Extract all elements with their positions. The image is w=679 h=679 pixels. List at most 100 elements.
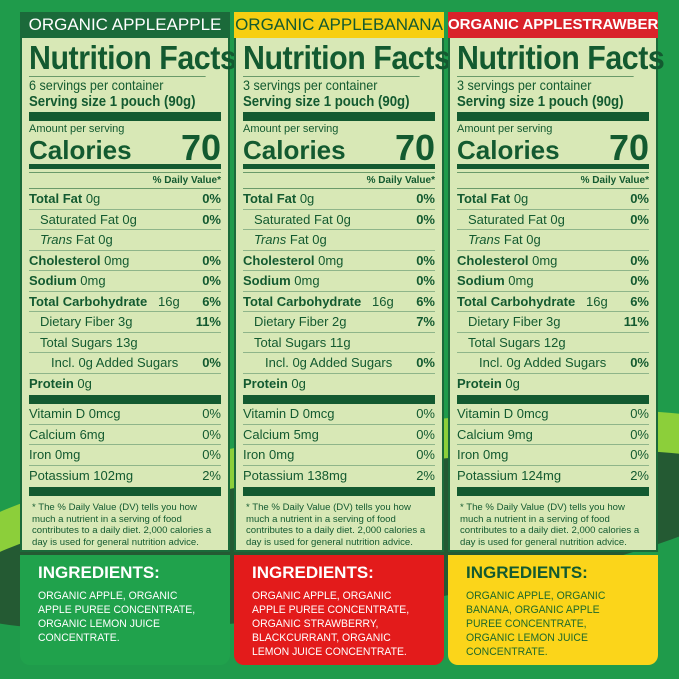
nutrient-amount: Fat 0g <box>72 232 113 247</box>
nutrient-amount: Fat 0g <box>286 232 327 247</box>
vitamin-name: Calcium 6mg <box>29 426 105 442</box>
nutrient-bold: Cholesterol <box>29 252 101 268</box>
vitamin-dv: 0% <box>630 426 649 442</box>
nutrient-name: Trans Fat 0g <box>243 230 327 250</box>
nutrient-amount: Fat 0g <box>500 232 541 247</box>
nutrition-facts-heading: Nutrition Facts <box>243 39 451 77</box>
calories-label: Calories <box>243 135 346 165</box>
nutrient-name: Incl. 0g Added Sugars <box>457 353 606 373</box>
vitamin-row: Calcium 5mg 0% <box>243 425 435 445</box>
nutrient-amount: 0g <box>296 191 315 206</box>
daily-value: 0% <box>416 211 435 227</box>
nutrient-row: Dietary Fiber 3g 11% <box>457 312 649 333</box>
nutrient-name: Cholesterol 0mg <box>243 251 343 271</box>
medium-rule <box>457 164 649 169</box>
nutrient-name: Cholesterol 0mg <box>29 251 129 271</box>
daily-value: 7% <box>416 314 435 329</box>
nutrient-amount: Total Sugars 13g <box>40 334 138 350</box>
daily-value: 0% <box>630 355 649 370</box>
daily-value: 0% <box>630 211 649 227</box>
thick-rule <box>243 112 435 121</box>
nutrient-row: Dietary Fiber 3g 11% <box>29 312 221 333</box>
vitamin-rows: Vitamin D 0mcg 0% Calcium 6mg 0% Iron 0mg 0% P… <box>29 404 221 485</box>
daily-value: 0% <box>416 191 435 206</box>
nutrient-bold: Total Fat <box>457 191 511 206</box>
vitamin-dv: 2% <box>202 467 221 483</box>
nutrient-row: Sodium 0mg 0% <box>29 271 221 292</box>
nutrient-row: Total Carbohydrate 16g 6% <box>29 292 221 312</box>
nutrient-name: Total Carbohydrate 16g <box>457 292 608 312</box>
nutrient-name: Total Sugars 11g <box>243 333 351 353</box>
nutrient-bold: Protein <box>243 375 288 391</box>
nutrient-row: Incl. 0g Added Sugars 0% <box>457 353 649 374</box>
vitamin-row: Iron 0mg 0% <box>243 445 435 466</box>
nutrient-row: Saturated Fat 0g 0% <box>457 210 649 230</box>
footnote: * The % Daily Value (DV) tells you how m… <box>246 502 426 548</box>
ingredients-title: INGREDIENTS: <box>38 563 160 582</box>
footnote: * The % Daily Value (DV) tells you how m… <box>32 502 212 548</box>
nutrient-bold: Total Carbohydrate <box>29 293 148 309</box>
daily-value: 0% <box>416 355 435 370</box>
vitamin-name: Calcium 5mg <box>243 426 319 442</box>
vitamin-name: Potassium 102mg <box>29 467 134 483</box>
nutrient-amount: 0g <box>73 375 92 391</box>
daily-value: 11% <box>623 314 649 329</box>
medium-rule <box>243 164 435 169</box>
ingredients-text: ORGANIC APPLE, ORGANIC APPLE PUREE CONCE… <box>38 590 196 644</box>
ingredients-title: INGREDIENTS: <box>466 563 588 582</box>
nutrient-amount: Saturated Fat 0g <box>40 211 137 227</box>
nutrient-amount: 0mg <box>528 252 558 268</box>
flavor-title: ORGANIC APPLEAPPLE <box>20 12 230 38</box>
daily-value: 0% <box>202 252 221 268</box>
nutrient-name: Dietary Fiber 3g <box>457 312 560 332</box>
nutrient-amount: Total Sugars 11g <box>254 334 351 350</box>
vitamin-row: Iron 0mg 0% <box>29 445 221 466</box>
nutrient-bold: Total Carbohydrate <box>243 293 362 309</box>
nutrient-row: Sodium 0mg 0% <box>243 271 435 292</box>
vitamin-row: Iron 0mg 0% <box>457 445 649 466</box>
nutrient-amount: 16g <box>361 293 394 309</box>
vitamin-row: Vitamin D 0mcg 0% <box>457 404 649 425</box>
nutrient-row: Total Fat 0g 0% <box>29 189 221 210</box>
nutrient-amount: 0g <box>510 191 529 206</box>
nutrition-facts-heading: Nutrition Facts <box>457 39 665 77</box>
vitamin-row: Calcium 6mg 0% <box>29 425 221 445</box>
nutrient-name: Saturated Fat 0g <box>29 210 137 230</box>
vitamin-row: Potassium 124mg 2% <box>457 466 649 486</box>
nutrition-facts-heading: Nutrition Facts <box>29 39 237 77</box>
vitamin-name: Vitamin D 0mcg <box>457 406 549 421</box>
nutrient-amount: 16g <box>147 293 180 309</box>
servings-per-container: 6 servings per container <box>29 77 164 93</box>
vitamin-dv: 0% <box>202 447 221 462</box>
nutrition-panel: ORGANIC APPLEBANANA Nutrition Facts 3 serv… <box>234 12 451 552</box>
nutrient-name: Dietary Fiber 3g <box>29 312 132 332</box>
nutrition-label: Nutrition Facts 3 servings per container S… <box>234 38 451 552</box>
vitamin-name: Potassium 124mg <box>457 467 562 483</box>
nutrition-panel: ORGANIC APPLESTRAWBERRY Nutrition Facts 3 … <box>448 12 665 552</box>
daily-value: 0% <box>416 273 435 288</box>
nutrient-bold: Cholesterol <box>243 252 315 268</box>
vitamin-row: Potassium 102mg 2% <box>29 466 221 486</box>
vitamin-dv: 0% <box>630 447 649 462</box>
nutrient-amount: Dietary Fiber 2g <box>254 314 347 329</box>
nutrient-name: Cholesterol 0mg <box>457 251 557 271</box>
nutrient-name: Trans Fat 0g <box>457 230 541 250</box>
nutrient-amount: 0mg <box>290 273 320 288</box>
nutrient-name: Incl. 0g Added Sugars <box>243 353 392 373</box>
nutrition-label: Nutrition Facts 6 servings per container S… <box>20 38 237 552</box>
daily-value: 0% <box>630 273 649 288</box>
calories-value: 70 <box>180 127 221 168</box>
thick-rule <box>457 487 649 496</box>
nutrient-name: Protein 0g <box>29 374 92 394</box>
nutrient-row: Sodium 0mg 0% <box>457 271 649 292</box>
servings-per-container: 3 servings per container <box>243 77 378 93</box>
nutrient-amount: Total Sugars 12g <box>468 334 566 350</box>
thick-rule <box>29 112 221 121</box>
vitamin-name: Iron 0mg <box>29 447 81 462</box>
nutrient-name: Sodium 0mg <box>29 271 106 291</box>
thick-rule <box>457 395 649 404</box>
nutrient-name: Dietary Fiber 2g <box>243 312 346 332</box>
servings-per-container: 3 servings per container <box>457 77 592 93</box>
nutrition-panel: ORGANIC APPLEAPPLE Nutrition Facts 6 servi… <box>20 12 237 552</box>
daily-value: 6% <box>630 293 649 309</box>
